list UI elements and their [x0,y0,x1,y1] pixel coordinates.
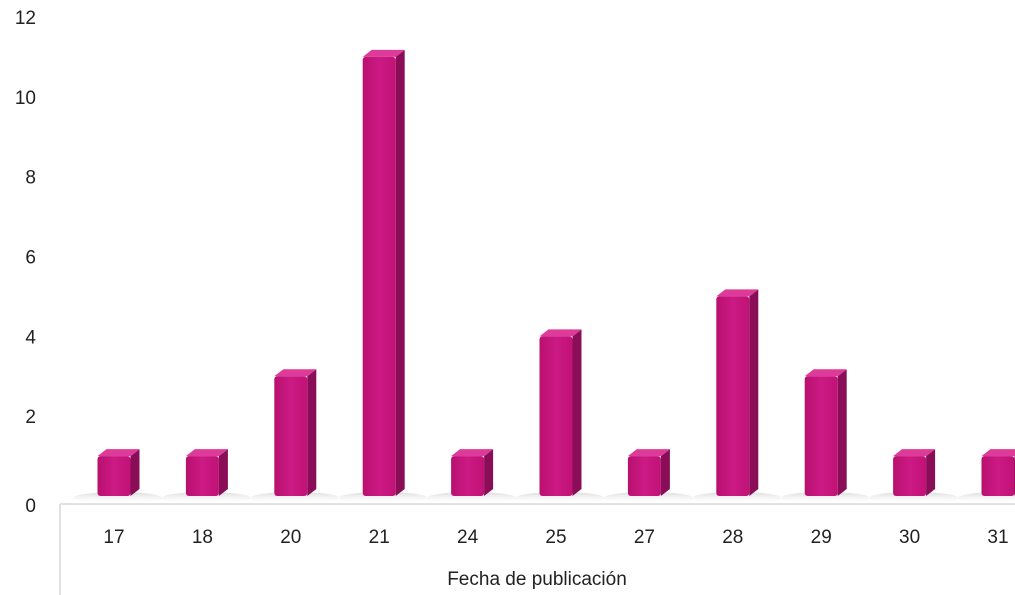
bar [780,369,870,504]
bar-front [716,296,750,496]
bar-side [837,369,847,496]
x-tick-label: 30 [899,527,920,548]
bar-top [274,369,317,377]
x-tick-label: 25 [545,527,566,548]
bar-front [451,456,485,496]
y-tick-label: 6 [25,248,36,269]
x-tick-label: 27 [634,527,655,548]
bar [161,449,251,504]
y-axis-ticks: 0 2 4 6 8 10 12 [15,8,37,517]
bar-side [218,449,228,496]
y-tick-label: 10 [15,88,36,109]
bar-shadow [869,492,959,504]
bar [603,449,693,504]
bar-front [185,456,219,496]
bar-top [185,449,228,457]
bar-shadow [515,492,605,504]
y-tick-label: 12 [15,8,36,29]
bar [515,329,605,504]
bar-shadow [161,492,251,504]
x-axis-title: Fecha de publicación [447,569,627,590]
bar-top [539,329,582,337]
x-tick-label: 29 [811,527,832,548]
bar-shadow [73,492,163,504]
bar-side [307,369,317,496]
bar-shadow [427,492,517,504]
bar-front [804,376,838,496]
x-axis-ticks: 17 18 20 21 24 25 27 28 29 30 31 [103,527,1008,548]
bar-top [804,369,847,377]
bar-side [660,449,670,496]
y-tick-label: 4 [25,327,36,348]
bar-shadow [692,492,782,504]
x-tick-label: 18 [192,527,213,548]
bar-front [97,456,131,496]
bar [692,289,782,504]
bar-top [893,449,936,457]
y-tick-label: 0 [25,496,36,517]
bar-side [395,49,405,497]
x-tick-label: 28 [722,527,743,548]
bar-shadow [780,492,870,504]
bar [957,449,1015,504]
bar-top [716,289,759,297]
bar-shadow [250,492,340,504]
bar-top [451,449,494,457]
bar [869,449,959,504]
bar-front [274,376,308,496]
bar-shadow [603,492,693,504]
bar-side [130,449,140,496]
bar-top [981,449,1015,457]
bar-side [926,449,936,496]
bar-shadow [338,492,428,504]
bar [427,449,517,504]
bar-top [97,449,140,457]
bar-top [627,449,670,457]
bar [250,369,340,504]
bar-front [539,336,573,496]
bar-front [362,56,396,497]
x-tick-label: 17 [103,527,124,548]
bar [338,49,428,504]
y-tick-label: 8 [25,168,36,189]
x-tick-label: 20 [280,527,301,548]
bar-side [572,329,582,496]
bar-side [749,289,759,496]
bar-top [362,49,405,57]
bar [73,449,163,504]
x-tick-label: 31 [987,527,1008,548]
x-tick-label: 24 [457,527,479,548]
bar-side [484,449,494,496]
bar-front [981,456,1015,496]
y-tick-label: 2 [25,407,36,428]
bar-front [893,456,927,496]
x-tick-label: 21 [369,527,390,548]
bar-front [627,456,661,496]
bars [73,49,1015,504]
